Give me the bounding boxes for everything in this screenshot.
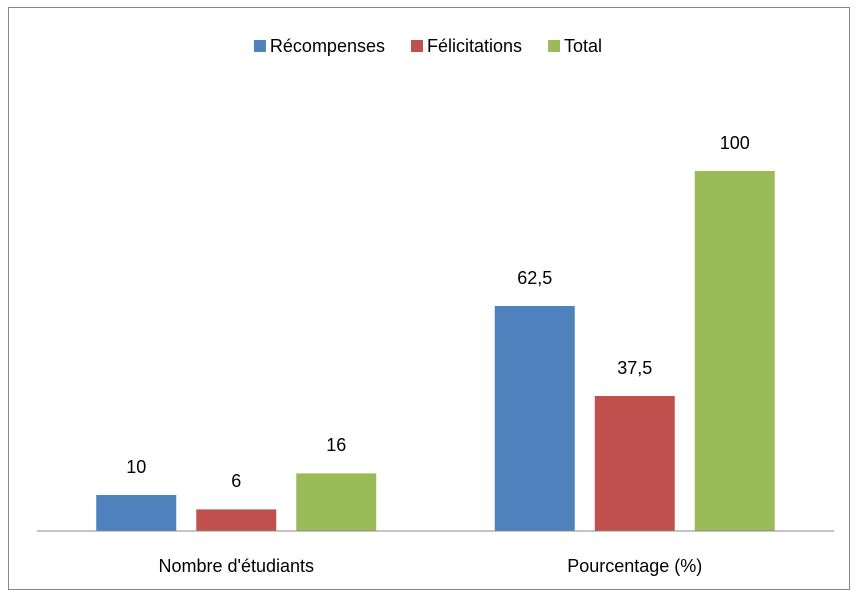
data-label: 16 <box>326 435 346 455</box>
bar <box>96 495 177 531</box>
x-tick-label: Pourcentage (%) <box>567 556 702 576</box>
x-tick-label: Nombre d'étudiants <box>158 556 314 576</box>
bar <box>196 509 277 531</box>
legend-label: Récompenses <box>270 36 385 56</box>
data-label: 100 <box>720 133 750 153</box>
data-label: 6 <box>231 471 241 491</box>
legend-swatch <box>548 40 561 52</box>
legend-label: Félicitations <box>427 36 522 56</box>
bar <box>296 473 377 531</box>
data-label: 62,5 <box>517 268 552 288</box>
legend-swatch <box>253 40 266 52</box>
bar <box>494 306 575 531</box>
legend-swatch <box>410 40 423 52</box>
bar <box>594 396 675 531</box>
data-label: 10 <box>126 457 146 477</box>
data-label: 37,5 <box>617 358 652 378</box>
legend-label: Total <box>564 36 602 56</box>
bar <box>694 171 775 531</box>
